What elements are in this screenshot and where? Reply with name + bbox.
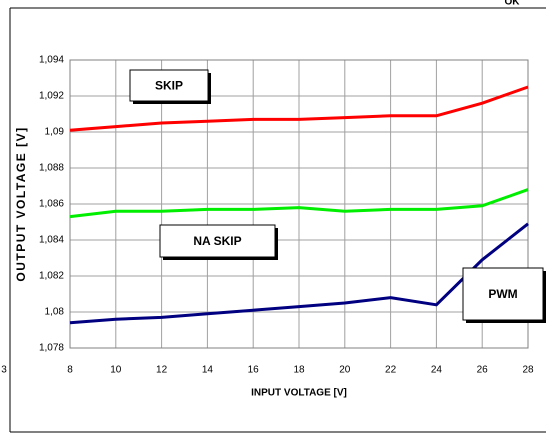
y-tick-label: 1,08	[45, 307, 65, 318]
y-tick-label: 1,078	[39, 343, 64, 354]
label-box	[129, 69, 209, 102]
cut-text: OK	[505, 0, 521, 8]
x-tick-label: 20	[339, 365, 351, 376]
x-tick-label: 26	[477, 365, 489, 376]
x-tick-label: 24	[431, 365, 443, 376]
x-tick-label: 12	[156, 365, 168, 376]
y-tick-label: 1,086	[39, 199, 64, 210]
y-tick-label: 1,094	[39, 55, 64, 66]
y-tick-label: 1,088	[39, 163, 64, 174]
series-line	[69, 188, 529, 219]
y-tick-label: 1,082	[39, 271, 64, 282]
x-tick-label: 18	[293, 365, 305, 376]
x-tick-label: 28	[522, 365, 534, 376]
x-tick-label: 10	[110, 365, 122, 376]
series-line	[69, 85, 529, 132]
x-tick-label: 8	[67, 365, 73, 376]
series-label: PWM	[488, 287, 517, 301]
x-axis-title: INPUT VOLTAGE [V]	[251, 388, 347, 399]
plot-border	[69, 59, 529, 349]
label-box	[462, 267, 544, 321]
y-axis-title: OUTPUT VOLTAGE [V]	[14, 126, 28, 281]
y-tick-label: 1,092	[39, 91, 64, 102]
series-label: SKIP	[155, 79, 183, 93]
x-tick-label: 16	[248, 365, 260, 376]
series-line	[69, 222, 529, 325]
x-tick-label: 22	[385, 365, 397, 376]
x-tick-label: 14	[202, 365, 214, 376]
label-box	[159, 224, 276, 258]
y-tick-label: 1,084	[39, 235, 64, 246]
cut-text: 3	[1, 365, 7, 376]
y-tick-label: 1,09	[45, 127, 65, 138]
series-label: NA SKIP	[193, 234, 241, 248]
